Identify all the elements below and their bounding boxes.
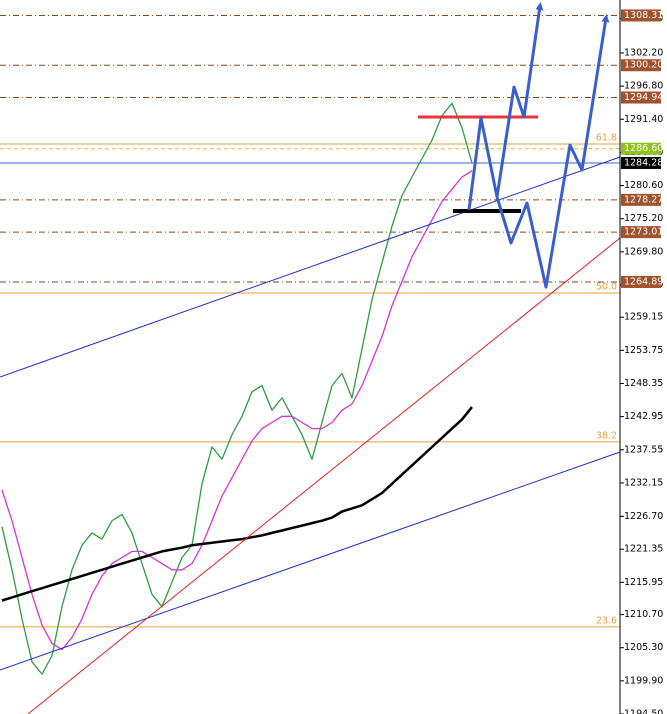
y-tick-label: 1275.20 <box>624 213 663 224</box>
projection-arrow <box>495 14 610 289</box>
fib-label: 61.8 <box>596 132 617 143</box>
price-line <box>1 406 473 602</box>
trendline <box>0 156 621 378</box>
y-tick-label: 1221.35 <box>624 544 663 555</box>
y-tick-label: 1253.75 <box>624 345 663 356</box>
fib-label: 23.6 <box>596 615 617 626</box>
level-label: 1284.28 <box>624 157 663 168</box>
y-tick-label: 1215.95 <box>624 577 663 588</box>
plot <box>1 102 473 675</box>
level-box <box>621 156 661 169</box>
y-tick-label: 1205.30 <box>624 642 663 653</box>
level-label: 1308.31 <box>624 10 663 21</box>
y-tick-label: 1199.90 <box>624 675 663 686</box>
level-label: 1294.94 <box>624 92 663 103</box>
y-tick-label: 1269.80 <box>624 246 663 257</box>
trendline <box>0 451 621 671</box>
level-box <box>621 275 661 288</box>
y-tick-label: 1232.15 <box>624 477 663 488</box>
level-box <box>621 142 661 155</box>
y-tick-label: 1248.35 <box>624 378 663 389</box>
level-box <box>621 59 661 72</box>
y-tick-label: 1302.20 <box>624 47 663 58</box>
level-label: 1278.27 <box>624 194 663 205</box>
trendline <box>27 237 621 714</box>
y-tick-label: 1259.15 <box>624 312 663 323</box>
fib-label: 38.2 <box>596 430 617 441</box>
level-label: 1300.20 <box>624 60 663 71</box>
price-line <box>1 102 473 675</box>
y-tick-label: 1210.70 <box>624 609 663 620</box>
fib-label: 50.0 <box>596 281 617 292</box>
y-tick-label: 1291.40 <box>624 114 663 125</box>
y-tick-label: 1296.80 <box>624 81 663 92</box>
y-tick-label: 1280.60 <box>624 180 663 191</box>
level-label: 1264.89 <box>624 276 663 287</box>
price-line <box>1 170 473 651</box>
y-tick-label: 1242.95 <box>624 411 663 422</box>
level-label: 1273.01 <box>624 227 663 238</box>
y-tick-label: 1226.70 <box>624 511 663 522</box>
levels: 61.8 50.0 38.2 23.6 <box>0 14 620 628</box>
y-tick-label: 1237.55 <box>624 444 663 455</box>
level-box <box>621 193 661 206</box>
level-box <box>621 9 661 22</box>
level-label: 1286.60 <box>624 143 663 154</box>
axis: 1307.801302.201296.801291.401286.001280.… <box>620 9 663 714</box>
level-box <box>621 91 661 104</box>
y-tick-label: 1194.50 <box>624 709 663 714</box>
projection-arrow <box>467 2 544 211</box>
level-box <box>621 226 661 239</box>
